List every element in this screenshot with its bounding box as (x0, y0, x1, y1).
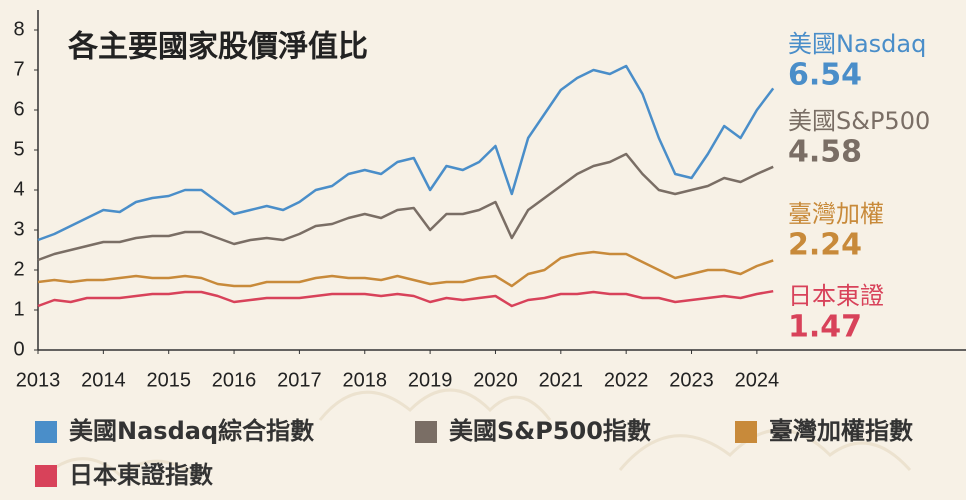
x-tick-label: 2018 (343, 369, 388, 391)
x-tick-label: 2013 (16, 369, 61, 391)
series-line (37, 64, 775, 242)
x-tick-label: 2022 (604, 369, 649, 391)
legend-label: 臺灣加權指數 (769, 417, 913, 445)
chart-title: 各主要國家股價淨值比 (67, 30, 368, 65)
background-decoration (38, 388, 912, 482)
series-line (37, 250, 774, 288)
end-value: 6.54 (788, 58, 862, 93)
end-value: 1.47 (788, 310, 862, 345)
x-tick-label: 2020 (473, 369, 518, 391)
legend-label: 日本東證指數 (69, 461, 213, 489)
series-line (37, 289, 774, 308)
y-tick-label: 7 (13, 58, 24, 80)
legend-swatch (35, 465, 57, 487)
legend-swatch (735, 421, 757, 443)
x-tick-label: 2017 (277, 369, 322, 391)
x-tick-label: 2014 (81, 369, 126, 391)
end-label: 美國S&P500 (788, 107, 930, 135)
end-value: 4.58 (788, 135, 862, 170)
y-tick-label: 6 (13, 98, 24, 120)
x-tick-label: 2024 (735, 369, 780, 391)
y-tick-label: 2 (13, 258, 24, 280)
end-label: 美國Nasdaq (788, 30, 926, 58)
legend-swatch (415, 421, 437, 443)
y-tick-label: 1 (13, 298, 24, 320)
x-tick-label: 2021 (539, 369, 584, 391)
y-tick-label: 4 (13, 178, 24, 200)
x-tick-label: 2019 (408, 369, 453, 391)
end-label: 臺灣加權 (788, 200, 884, 228)
legend-label: 美國S&P500指數 (449, 417, 651, 445)
series-line (37, 152, 774, 262)
y-tick-label: 0 (13, 338, 24, 360)
legend-label: 美國Nasdaq綜合指數 (69, 417, 314, 445)
end-label: 日本東證 (788, 282, 884, 310)
legend-swatch (35, 421, 57, 443)
end-value: 2.24 (788, 228, 862, 263)
y-tick-label: 8 (13, 18, 24, 40)
y-tick-label: 5 (13, 138, 24, 160)
x-tick-label: 2015 (146, 369, 191, 391)
x-tick-label: 2023 (669, 369, 714, 391)
x-tick-label: 2016 (212, 369, 257, 391)
y-tick-label: 3 (13, 218, 24, 240)
